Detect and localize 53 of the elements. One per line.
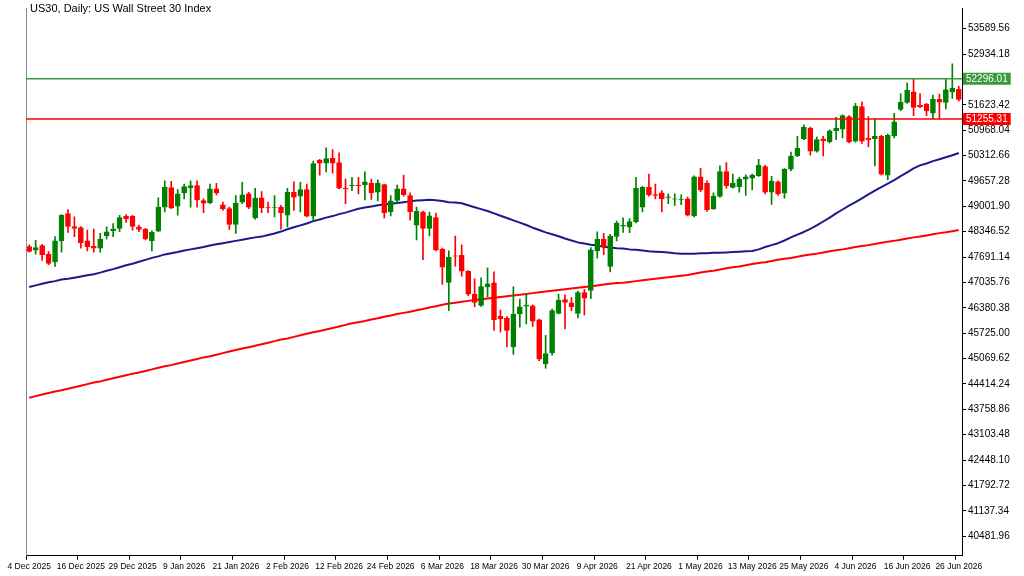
- y-tick-label: 53589.56: [968, 22, 1011, 34]
- x-tick-label: 9 Jan 2026: [163, 561, 206, 572]
- y-tick-label: 44414.24: [968, 377, 1011, 389]
- ref-line-label: 51255.31: [966, 112, 1009, 124]
- y-tick-label: 52934.18: [968, 47, 1011, 59]
- y-tick-label: 41792.72: [968, 479, 1011, 491]
- y-tick-label: 51623.42: [968, 98, 1011, 110]
- x-tick-label: 25 May 2026: [779, 561, 829, 572]
- chart-title: US30, Daily: US Wall Street 30 Index: [30, 2, 212, 14]
- x-tick-label: 18 Mar 2026: [470, 561, 519, 572]
- x-tick-label: 16 Dec 2025: [56, 561, 106, 572]
- x-tick-label: 2 Feb 2026: [265, 561, 310, 572]
- y-tick-label: 41137.34: [968, 504, 1010, 516]
- candlestick: [523, 293, 530, 325]
- y-tick-label: 46380.38: [968, 301, 1011, 313]
- candlestick: [742, 174, 749, 196]
- x-tick-label: 30 Mar 2026: [521, 561, 570, 572]
- x-tick-label: 1 May 2026: [678, 561, 724, 572]
- x-tick-label: 4 Jun 2026: [834, 561, 877, 572]
- y-tick-label: 43758.86: [968, 403, 1011, 415]
- x-tick-label: 13 May 2026: [727, 561, 778, 572]
- candlestick: [291, 181, 297, 211]
- x-tick-label: 21 Apr 2026: [625, 561, 673, 572]
- y-tick-label: 47691.14: [968, 250, 1011, 262]
- y-tick-label: 45725.00: [968, 326, 1011, 338]
- y-tick-label: 40481.96: [968, 529, 1011, 541]
- y-tick-label: 49657.28: [968, 174, 1011, 186]
- x-tick-label: 29 Dec 2025: [108, 561, 157, 572]
- y-tick-label: 42448.10: [968, 453, 1011, 465]
- y-tick-label: 43103.48: [968, 428, 1011, 440]
- x-tick-label: 4 Dec 2025: [7, 561, 52, 572]
- x-tick-label: 16 Jun 2026: [883, 561, 931, 572]
- x-tick-label: 24 Feb 2026: [366, 561, 415, 572]
- x-tick-label: 21 Jan 2026: [212, 561, 260, 572]
- y-tick-label: 50968.04: [968, 123, 1011, 135]
- candlestick: [278, 205, 284, 230]
- candlestick: [620, 217, 626, 233]
- candlestick: [362, 171, 368, 201]
- y-tick-label: 49001.90: [968, 200, 1011, 212]
- x-tick-label: 6 Mar 2026: [420, 561, 465, 572]
- candlestick: [872, 118, 878, 167]
- candlestick: [949, 63, 956, 99]
- candlestick: [110, 223, 116, 238]
- y-tick-label: 47035.76: [968, 276, 1011, 288]
- y-tick-label: 48346.52: [968, 225, 1011, 237]
- y-tick-label: 50312.66: [968, 149, 1011, 161]
- x-tick-label: 12 Feb 2026: [315, 561, 364, 572]
- candlestick: [349, 177, 355, 191]
- ref-line-label: 52296.01: [966, 72, 1009, 84]
- x-tick-label: 26 Jun 2026: [935, 561, 983, 572]
- x-tick-label: 9 Apr 2026: [576, 561, 619, 572]
- candlestick: [562, 294, 568, 330]
- y-tick-label: 45069.62: [968, 352, 1011, 364]
